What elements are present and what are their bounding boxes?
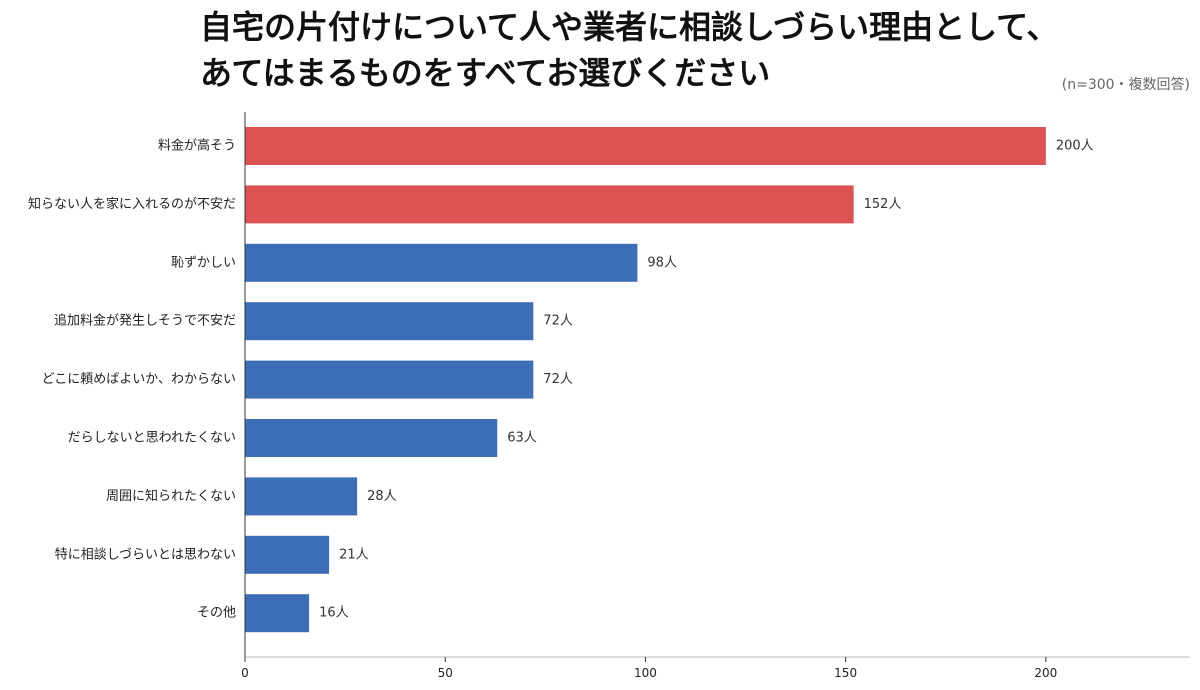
value-label-1: 152人 <box>864 197 902 212</box>
x-tick-label-0: 0 <box>241 666 249 680</box>
chart-title: 自宅の片付けについて人や業者に相談しづらい理由として、 あてはまるものをすべてお… <box>200 4 1180 96</box>
value-label-4: 72人 <box>543 372 573 387</box>
category-label-3: 追加料金が発生しそうで不安だ <box>54 313 236 329</box>
x-ticks-group: 0 50 100 150 200 <box>241 657 1057 680</box>
bar-7 <box>245 535 330 574</box>
category-label-4: どこに頼めばよいか、わからない <box>42 372 236 387</box>
bars-group <box>245 127 1046 633</box>
bar-4 <box>245 360 534 399</box>
x-tick-label-2: 100 <box>634 666 657 680</box>
chart-title-line-2: あてはまるものをすべてお選びください <box>200 54 771 92</box>
bar-5 <box>245 419 498 457</box>
category-label-8: その他 <box>197 606 236 621</box>
category-label-5: だらしないと思われたくない <box>68 431 236 446</box>
value-label-2: 98人 <box>647 255 677 270</box>
value-label-3: 72人 <box>543 314 573 329</box>
category-label-1: 知らない人を家に入れるのが不安だ <box>28 196 236 212</box>
value-label-7: 21人 <box>339 547 369 562</box>
bar-6 <box>245 477 358 516</box>
x-tick-label-1: 50 <box>438 666 453 680</box>
category-label-0: 料金が高そう <box>158 138 236 154</box>
value-label-8: 16人 <box>319 606 349 621</box>
sample-note: (n=300・複数回答) <box>1061 77 1190 93</box>
bar-2 <box>245 243 638 282</box>
category-labels-group: 料金が高そう知らない人を家に入れるのが不安だ恥ずかしい追加料金が発生しそうで不安… <box>28 138 236 621</box>
x-tick-label-4: 200 <box>1034 666 1057 680</box>
x-tick-label-3: 150 <box>834 666 857 680</box>
bar-8 <box>245 594 310 633</box>
bar-0 <box>245 127 1046 165</box>
category-label-6: 周囲に知られたくない <box>106 488 236 504</box>
category-label-7: 特に相談しづらいとは思わない <box>55 546 236 562</box>
bar-1 <box>245 185 854 224</box>
category-label-2: 恥ずかしい <box>171 255 236 270</box>
value-label-5: 63人 <box>507 431 537 446</box>
value-labels-group: 200人 152人 98人 72人 72人 63人 28人 21人 16人 <box>319 139 1094 621</box>
chart-title-line-1: 自宅の片付けについて人や業者に相談しづらい理由として、 <box>200 8 1059 46</box>
value-label-0: 200人 <box>1056 139 1094 154</box>
value-label-6: 28人 <box>367 489 397 504</box>
bar-3 <box>245 302 534 341</box>
